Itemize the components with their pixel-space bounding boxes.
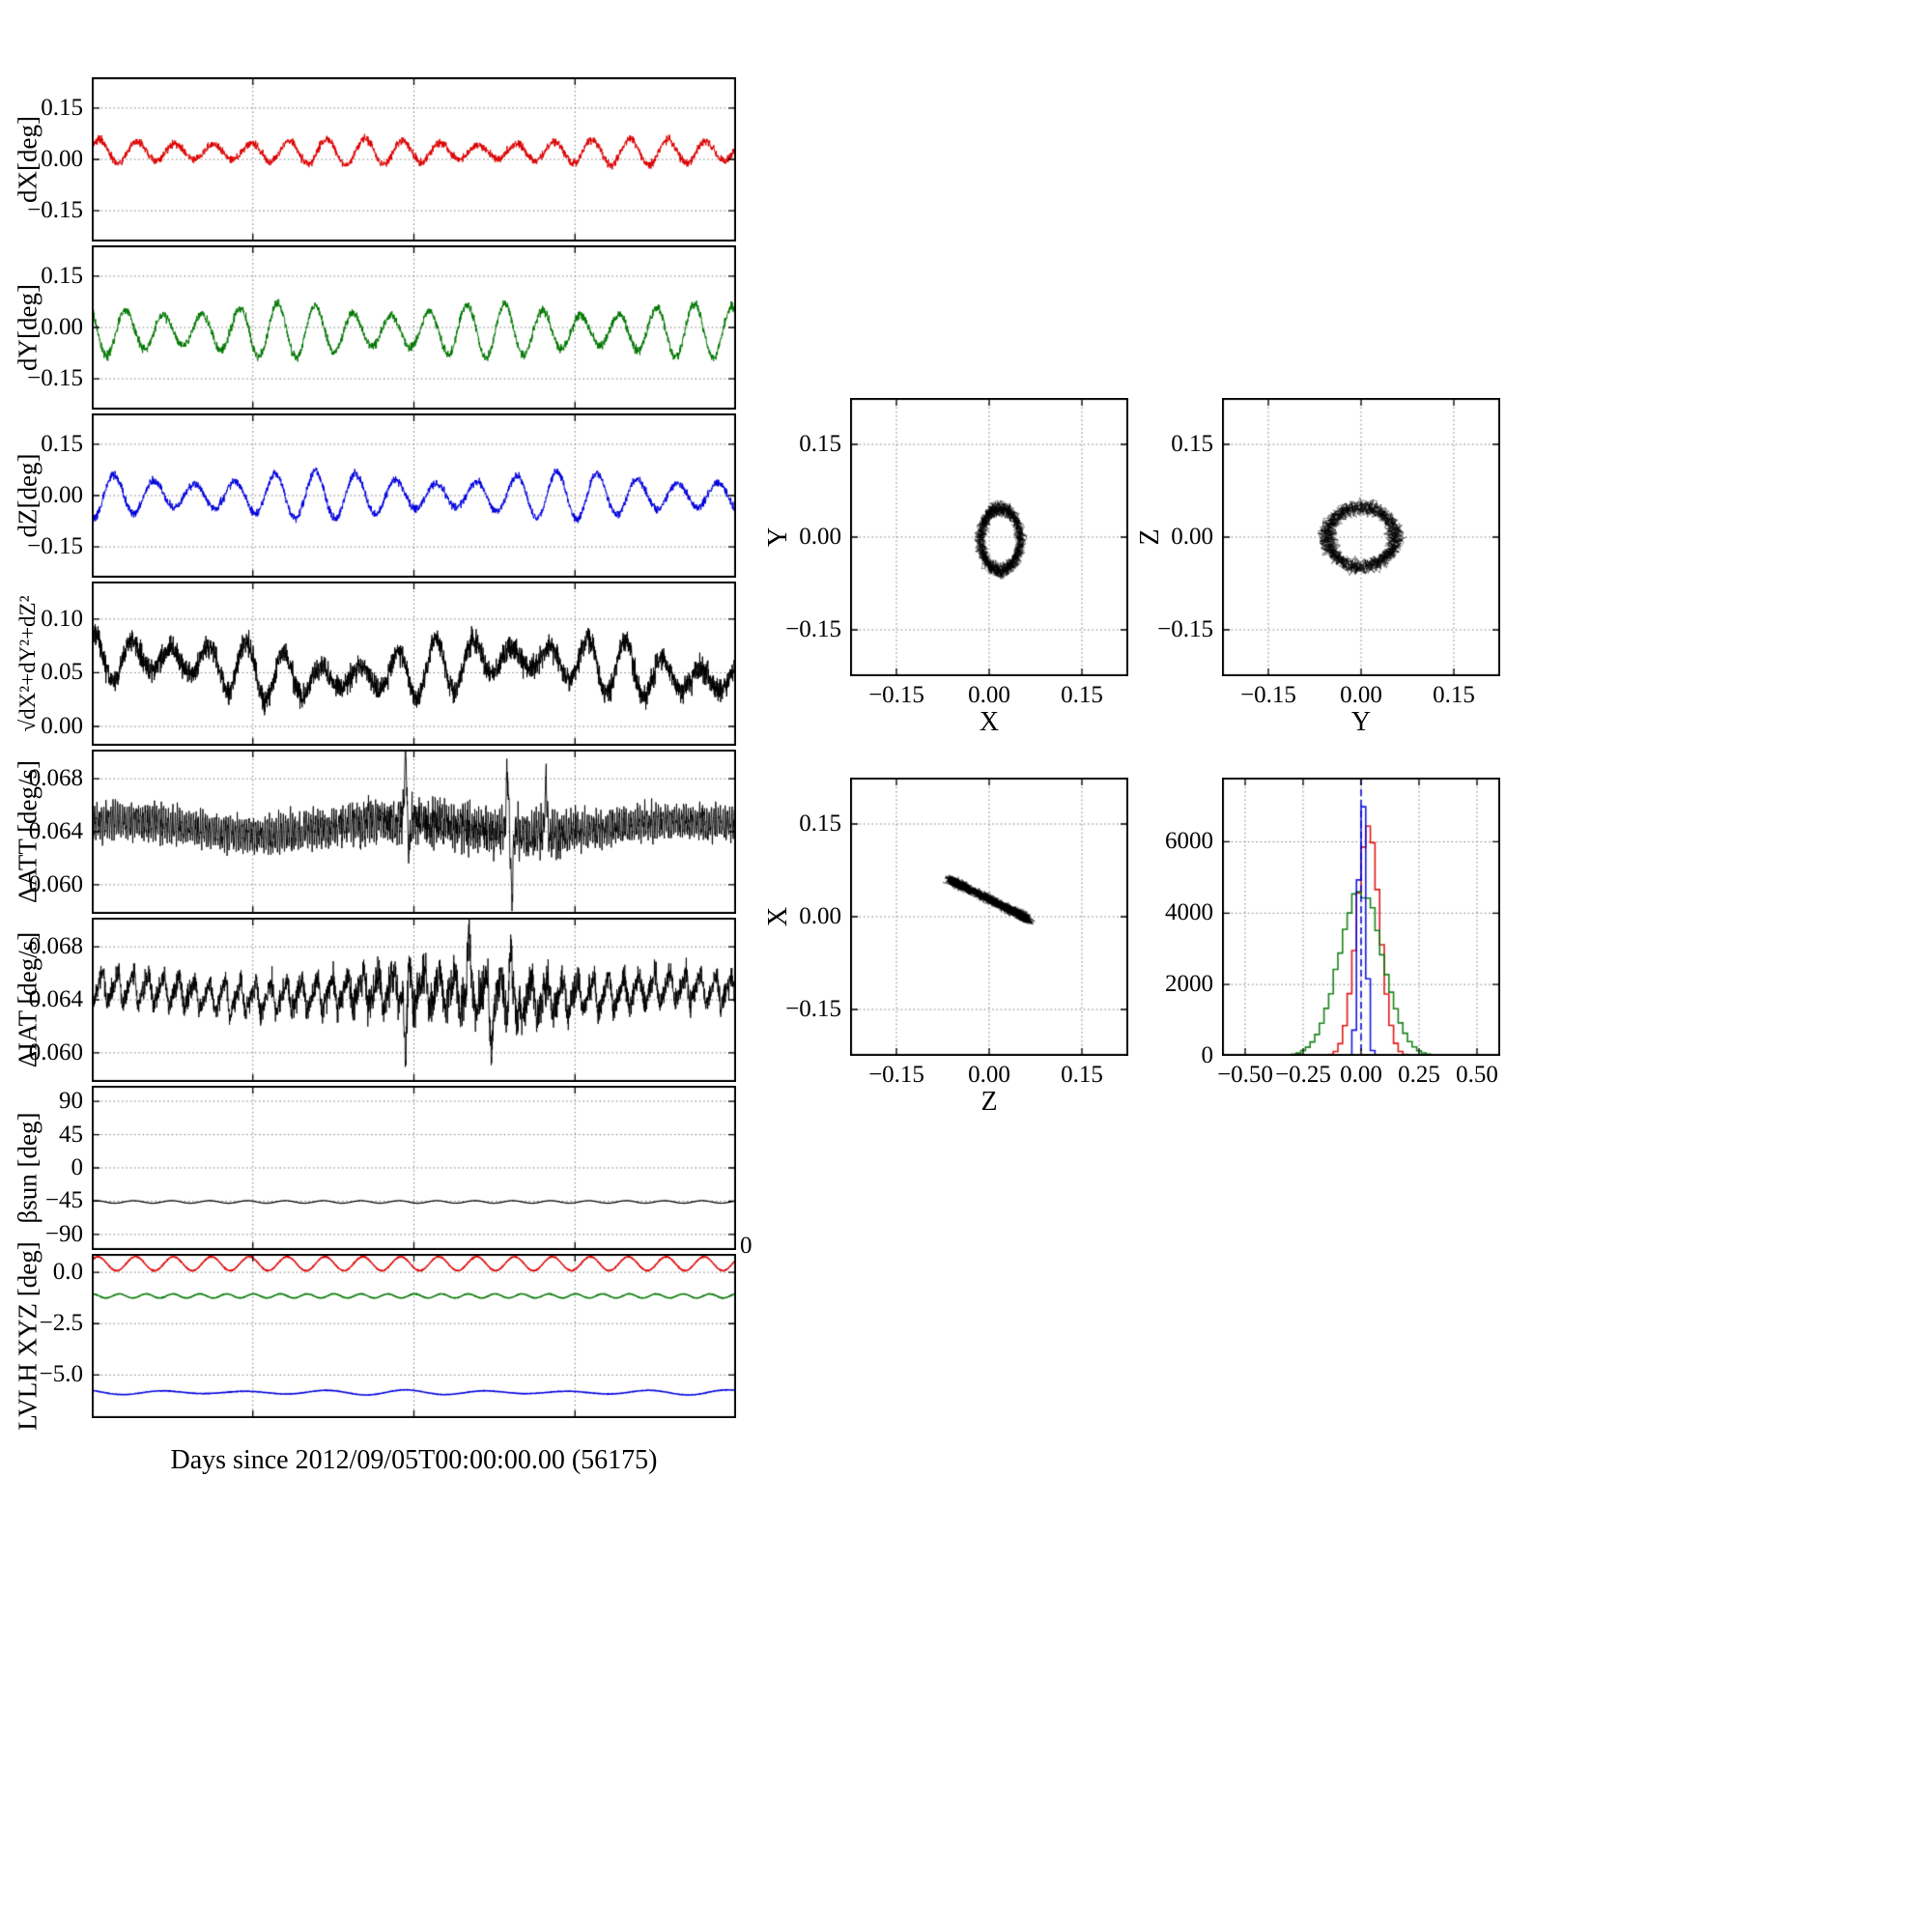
tick-label: −0.15 xyxy=(27,197,83,224)
tick-label: −90 xyxy=(44,1220,83,1247)
z-vs-y-ylabel: Z xyxy=(1135,528,1165,546)
tick-label: 0.15 xyxy=(1061,1062,1103,1088)
x-axis-title: Days since 2012/09/05T00:00:00.00 (56175… xyxy=(170,1445,658,1475)
panel-delta-att: ΔATT [deg/s] 0.068 0.064 0.060 xyxy=(14,750,736,914)
lvlh-timeseries-canvas xyxy=(92,1254,736,1418)
tick-label: 0.10 xyxy=(41,605,83,632)
tick-label: 0.00 xyxy=(41,314,83,340)
tick-label: 0.15 xyxy=(799,810,841,837)
panel-dz: dZ[deg] 0.15 0.00 −0.15 xyxy=(14,413,736,578)
tick-label: −0.15 xyxy=(868,1062,924,1088)
tick-label: 0.064 xyxy=(28,818,83,844)
tick-label: −0.15 xyxy=(1240,682,1296,708)
tick-label: −0.25 xyxy=(1275,1062,1331,1088)
tick-label: 0.00 xyxy=(41,713,83,739)
x-vs-z-scatter-canvas xyxy=(850,778,1128,1056)
tick-label: 0.15 xyxy=(41,94,83,121)
y-vs-x-xlabel: X xyxy=(979,707,1000,737)
z-vs-y-scatter-canvas xyxy=(1222,398,1500,676)
tick-label: 0.25 xyxy=(1398,1062,1440,1088)
tick-label: −0.15 xyxy=(868,682,924,708)
tick-label: 0.00 xyxy=(41,146,83,172)
tick-label: 0.00 xyxy=(968,1062,1010,1088)
dz-timeseries-canvas xyxy=(92,413,736,578)
tick-label: 0.00 xyxy=(1171,524,1213,550)
tick-label: −0.15 xyxy=(785,616,841,642)
tick-label: 0.00 xyxy=(1340,682,1382,708)
histogram-canvas xyxy=(1222,778,1500,1056)
tick-label: −0.15 xyxy=(785,996,841,1022)
tick-label: −0.15 xyxy=(1157,616,1213,642)
tick-label: 0.060 xyxy=(28,870,83,897)
scatter-x-vs-z: Z X 0.15 0.00 −0.15 −0.15 0.00 0.15 xyxy=(763,778,1128,1117)
panel-lvlh: LVLH XYZ [deg] 0.0 −2.5 −5.0 xyxy=(14,1241,736,1431)
tick-label: 0.064 xyxy=(28,986,83,1012)
tick-label: −0.50 xyxy=(1217,1062,1273,1088)
tick-label: 0.00 xyxy=(799,903,841,929)
panel-magnitude: √dX²+dY²+dZ² 0.10 0.05 0.00 xyxy=(15,582,736,746)
panel-delta-iat: ΔIAT [deg/s] 0.068 0.064 0.060 xyxy=(14,918,736,1082)
tick-label: 0.15 xyxy=(799,431,841,457)
dy-axis-label: dY[deg] xyxy=(13,284,43,371)
tick-label: −0.15 xyxy=(27,533,83,560)
tick-label: 0.00 xyxy=(41,482,83,508)
delta-iat-timeseries-canvas xyxy=(92,918,736,1082)
tick-label: 0.05 xyxy=(41,659,83,686)
beta-sun-timeseries-canvas xyxy=(92,1086,736,1250)
tick-label: 0.50 xyxy=(1456,1062,1498,1088)
panel-beta-sun: βsun [deg] 90 45 0 −45 −90 xyxy=(14,1086,736,1250)
tick-label: 0.15 xyxy=(1061,682,1103,708)
magnitude-timeseries-canvas xyxy=(92,582,736,746)
scatter-z-vs-y: Y Z 0.15 0.00 −0.15 −0.15 0.00 0.15 xyxy=(1135,398,1500,737)
tick-label: 4000 xyxy=(1165,899,1213,926)
tick-label: 0.060 xyxy=(28,1038,83,1065)
dx-timeseries-canvas xyxy=(92,77,736,242)
x-vs-z-xlabel: Z xyxy=(980,1087,998,1117)
stray-tick-label: 0 xyxy=(740,1233,753,1259)
tick-label: 0.15 xyxy=(1171,431,1213,457)
panel-dy: dY[deg] 0.15 0.00 −0.15 xyxy=(14,245,736,410)
dz-axis-label: dZ[deg] xyxy=(13,453,43,538)
tick-label: 0.0 xyxy=(52,1259,83,1286)
z-vs-y-xlabel: Y xyxy=(1350,707,1372,737)
beta-sun-axis-label: βsun [deg] xyxy=(13,1112,43,1224)
tick-label: 45 xyxy=(59,1121,83,1148)
x-vs-z-ylabel: X xyxy=(763,906,793,927)
tick-label: −5.0 xyxy=(39,1361,83,1388)
tick-label: 0 xyxy=(1201,1042,1214,1068)
dx-axis-label: dX[deg] xyxy=(13,116,43,203)
magnitude-axis-label: √dX²+dY²+dZ² xyxy=(15,595,40,732)
tick-label: −0.15 xyxy=(27,365,83,392)
tick-label: 0.00 xyxy=(968,682,1010,708)
dy-timeseries-canvas xyxy=(92,245,736,410)
tick-label: 0.068 xyxy=(28,765,83,792)
tick-label: 6000 xyxy=(1165,828,1213,855)
panel-dx: dX[deg] 0.15 0.00 −0.15 xyxy=(14,77,736,242)
tick-label: −45 xyxy=(44,1187,83,1214)
y-vs-x-ylabel: Y xyxy=(763,526,793,548)
tick-label: −2.5 xyxy=(39,1310,83,1337)
scatter-y-vs-x: X Y 0.15 0.00 −0.15 −0.15 0.00 0.15 xyxy=(763,398,1128,737)
delta-att-timeseries-canvas xyxy=(92,750,736,914)
tick-label: 0.00 xyxy=(1340,1062,1382,1088)
tick-label: 0.15 xyxy=(41,262,83,289)
histogram-panel: 0 2000 4000 6000 −0.50 −0.25 0.00 0.25 0.50 xyxy=(1165,778,1500,1088)
tick-label: 0.00 xyxy=(799,524,841,550)
tick-label: 90 xyxy=(59,1088,83,1115)
tick-label: 2000 xyxy=(1165,971,1213,998)
y-vs-x-scatter-canvas xyxy=(850,398,1128,676)
tick-label: 0.15 xyxy=(41,430,83,457)
tick-label: 0 xyxy=(71,1154,84,1180)
tick-label: 0.15 xyxy=(1433,682,1475,708)
tick-label: 0.068 xyxy=(28,933,83,960)
